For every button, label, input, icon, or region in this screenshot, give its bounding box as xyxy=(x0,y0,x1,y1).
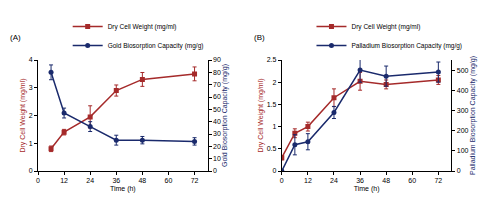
svg-text:1: 1 xyxy=(272,123,276,130)
svg-text:2.5: 2.5 xyxy=(267,56,277,63)
svg-text:Palladium Biosorption Capacity: Palladium Biosorption Capacity (mg/g) xyxy=(469,56,477,175)
svg-text:72: 72 xyxy=(434,177,442,184)
svg-text:36: 36 xyxy=(112,177,120,184)
svg-text:80: 80 xyxy=(213,69,221,76)
svg-text:400: 400 xyxy=(457,87,469,94)
svg-text:(B): (B) xyxy=(254,33,265,42)
svg-text:Palladium Biosorption Capacity: Palladium Biosorption Capacity (mg/g) xyxy=(351,42,462,50)
svg-text:0: 0 xyxy=(213,167,217,174)
svg-text:30: 30 xyxy=(213,130,221,137)
svg-text:Dry Cell Weight (mg/ml): Dry Cell Weight (mg/ml) xyxy=(351,23,420,31)
svg-text:3: 3 xyxy=(29,84,33,91)
svg-text:12: 12 xyxy=(60,177,68,184)
svg-text:Gold Biosorption Capacity (mg/: Gold Biosorption Capacity (mg/g) xyxy=(108,42,204,50)
svg-text:10: 10 xyxy=(213,155,221,162)
svg-text:60: 60 xyxy=(408,177,416,184)
svg-text:0: 0 xyxy=(457,167,461,174)
svg-text:72: 72 xyxy=(191,177,199,184)
svg-text:20: 20 xyxy=(213,143,221,150)
svg-text:48: 48 xyxy=(138,177,146,184)
svg-text:Gold Biosorption Capacity (mg/: Gold Biosorption Capacity (mg/g) xyxy=(221,64,229,167)
svg-text:0: 0 xyxy=(29,167,33,174)
svg-text:Dry Cell Weight (mg/ml): Dry Cell Weight (mg/ml) xyxy=(108,23,177,31)
svg-text:36: 36 xyxy=(356,177,364,184)
svg-text:Time (h): Time (h) xyxy=(110,185,136,193)
svg-text:12: 12 xyxy=(304,177,312,184)
svg-text:0.5: 0.5 xyxy=(267,145,277,152)
svg-text:0: 0 xyxy=(280,177,284,184)
svg-text:40: 40 xyxy=(213,118,221,125)
svg-text:0: 0 xyxy=(36,177,40,184)
svg-text:200: 200 xyxy=(457,127,469,134)
svg-text:Time (h): Time (h) xyxy=(354,185,380,193)
svg-text:90: 90 xyxy=(213,56,221,63)
svg-text:Dry Cell Weight (mg/ml): Dry Cell Weight (mg/ml) xyxy=(19,78,27,152)
svg-text:(A): (A) xyxy=(10,33,21,42)
svg-text:2: 2 xyxy=(272,79,276,86)
svg-text:2: 2 xyxy=(29,112,33,119)
svg-text:300: 300 xyxy=(457,107,469,114)
svg-text:60: 60 xyxy=(213,93,221,100)
svg-text:60: 60 xyxy=(165,177,173,184)
svg-text:500: 500 xyxy=(457,67,469,74)
svg-text:100: 100 xyxy=(457,147,469,154)
svg-text:1: 1 xyxy=(29,140,33,147)
svg-text:4: 4 xyxy=(29,56,33,63)
svg-text:70: 70 xyxy=(213,81,221,88)
svg-text:50: 50 xyxy=(213,106,221,113)
svg-text:24: 24 xyxy=(330,177,338,184)
svg-text:24: 24 xyxy=(86,177,94,184)
svg-text:0: 0 xyxy=(272,167,276,174)
svg-text:1.5: 1.5 xyxy=(267,101,277,108)
svg-text:48: 48 xyxy=(382,177,390,184)
svg-text:Dry Cell Weight (mg/ml): Dry Cell Weight (mg/ml) xyxy=(257,78,265,152)
